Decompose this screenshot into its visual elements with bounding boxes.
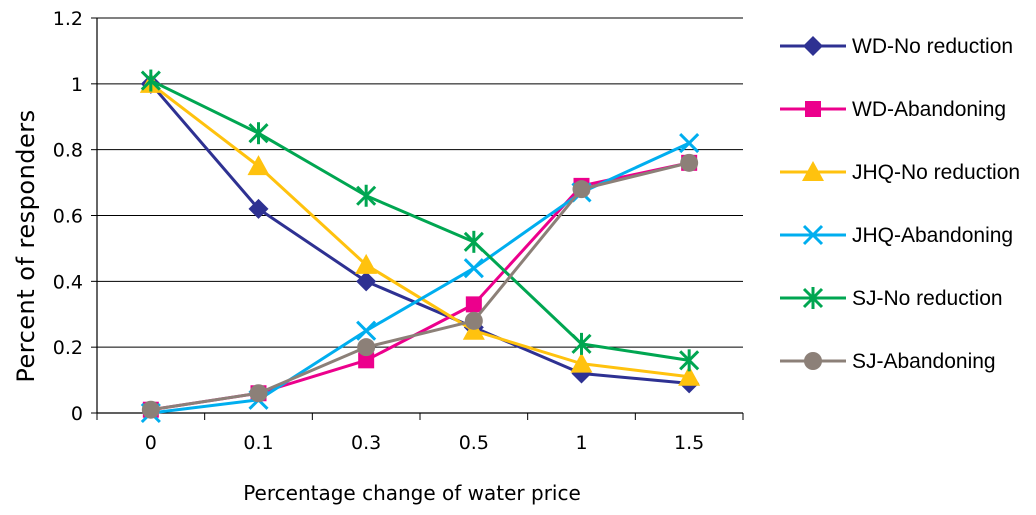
data-point bbox=[356, 320, 377, 341]
data-point bbox=[464, 311, 483, 330]
series-line bbox=[150, 79, 690, 362]
legend-marker bbox=[804, 352, 822, 370]
data-point bbox=[357, 338, 376, 357]
series-3 bbox=[139, 72, 701, 386]
x-tick-label: 1.5 bbox=[674, 432, 704, 454]
axes bbox=[91, 17, 744, 420]
x-tick-label: 0.3 bbox=[351, 432, 381, 454]
y-tick-label: 0.2 bbox=[53, 337, 83, 359]
data-point bbox=[680, 153, 699, 172]
grid bbox=[97, 17, 743, 348]
x-tick-labels: 0 0.1 0.3 0.5 1 1.5 bbox=[145, 432, 704, 454]
y-tick-label: 0.4 bbox=[53, 271, 83, 293]
x-tick-label: 0 bbox=[145, 432, 157, 454]
series-6 bbox=[141, 153, 699, 419]
series-5 bbox=[140, 69, 700, 372]
legend-label: SJ-No reduction bbox=[852, 287, 1003, 310]
series-4 bbox=[140, 133, 700, 424]
legend-marker bbox=[802, 224, 824, 246]
legend-item: JHQ-Abandoning bbox=[780, 224, 1013, 247]
y-axis-title: Percent of responders bbox=[12, 109, 40, 382]
legend-marker bbox=[805, 101, 821, 117]
legend-marker bbox=[803, 36, 823, 56]
data-point bbox=[572, 180, 591, 199]
y-tick-label: 0.6 bbox=[53, 206, 83, 228]
series bbox=[139, 69, 701, 424]
data-point bbox=[140, 69, 161, 92]
data-point bbox=[570, 352, 593, 373]
y-tick-label: 1 bbox=[71, 74, 83, 96]
x-tick-label: 1 bbox=[575, 432, 587, 454]
legend-marker bbox=[802, 287, 824, 309]
y-tick-label: 1.2 bbox=[53, 8, 83, 30]
series-line bbox=[149, 82, 690, 385]
legend-item: WD-No reduction bbox=[780, 35, 1013, 58]
legend-item: SJ-No reduction bbox=[780, 287, 1003, 310]
legend-item: WD-Abandoning bbox=[780, 98, 1006, 121]
series-2 bbox=[142, 154, 698, 418]
legend-item: SJ-Abandoning bbox=[780, 350, 996, 373]
legend-label: JHQ-Abandoning bbox=[852, 224, 1013, 247]
data-point bbox=[356, 184, 377, 207]
legend: WD-No reduction WD-Abandoning JHQ-No reduc… bbox=[780, 35, 1020, 373]
series-1 bbox=[140, 73, 700, 394]
data-point bbox=[679, 133, 700, 154]
data-point bbox=[465, 296, 482, 313]
legend-label: WD-No reduction bbox=[852, 35, 1013, 58]
data-point bbox=[356, 271, 377, 292]
legend-label: SJ-Abandoning bbox=[852, 350, 996, 373]
y-tick-labels: 0 0.2 0.4 0.6 0.8 1 1.2 bbox=[53, 8, 83, 425]
x-tick-label: 0.1 bbox=[243, 432, 273, 454]
series-line bbox=[150, 161, 690, 412]
data-point bbox=[571, 332, 592, 355]
y-tick-label: 0 bbox=[71, 403, 83, 425]
x-tick-label: 0.5 bbox=[459, 432, 489, 454]
legend-label: JHQ-No reduction bbox=[852, 161, 1020, 184]
legend-marker bbox=[802, 161, 824, 181]
data-point bbox=[678, 365, 701, 386]
data-point bbox=[141, 400, 160, 419]
legend-item: JHQ-No reduction bbox=[780, 161, 1020, 184]
data-point bbox=[463, 230, 484, 253]
series-line bbox=[150, 161, 690, 412]
data-point bbox=[463, 258, 484, 279]
data-point bbox=[248, 122, 269, 145]
data-point bbox=[358, 352, 375, 369]
data-point bbox=[247, 155, 270, 176]
y-tick-label: 0.8 bbox=[53, 140, 83, 162]
legend-label: WD-Abandoning bbox=[852, 98, 1006, 121]
data-point bbox=[355, 253, 378, 274]
x-axis-title: Percentage change of water price bbox=[243, 481, 581, 505]
data-point bbox=[249, 384, 268, 403]
data-point bbox=[248, 198, 269, 219]
data-point bbox=[679, 349, 700, 372]
